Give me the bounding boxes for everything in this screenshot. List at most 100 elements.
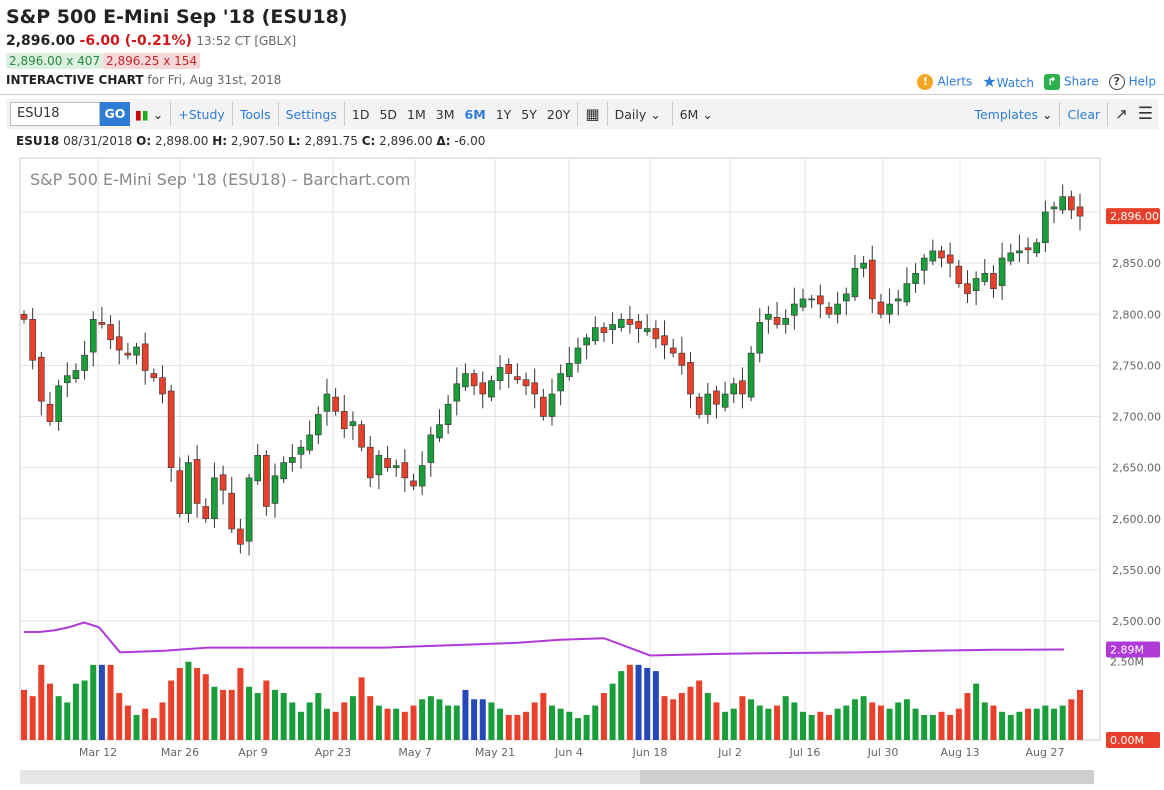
candle-body bbox=[314, 414, 322, 436]
candle-body bbox=[946, 254, 954, 264]
expand-icon[interactable]: ↗ bbox=[1115, 105, 1128, 123]
ohlc-date: 08/31/2018 bbox=[63, 134, 133, 148]
price-chart[interactable]: 2,500.00 2,550.00 2,600.00 2,650.00 2,700.00… bbox=[0, 150, 1164, 770]
study-button[interactable]: +Study bbox=[178, 106, 225, 122]
candle-body bbox=[964, 283, 971, 295]
range-5d[interactable]: 5D bbox=[379, 106, 398, 122]
candle-body bbox=[600, 327, 608, 333]
candle-body bbox=[1024, 247, 1032, 251]
candle-body bbox=[591, 327, 599, 342]
interval-select[interactable]: Daily ⌄ bbox=[614, 106, 661, 122]
volume-bar bbox=[566, 711, 573, 740]
volume-bar bbox=[306, 702, 313, 740]
axis-price-tag: 2,896.00 bbox=[1110, 210, 1159, 223]
candle-body bbox=[366, 446, 374, 479]
candle-body bbox=[193, 459, 201, 504]
candle-body bbox=[46, 403, 54, 422]
candle-body bbox=[972, 278, 980, 292]
candle-body bbox=[920, 257, 928, 271]
period-select[interactable]: 6M ⌄ bbox=[679, 106, 713, 122]
help-link[interactable]: ? Help bbox=[1108, 73, 1156, 90]
candle-body bbox=[799, 298, 807, 308]
chart-scrollbar[interactable] bbox=[20, 770, 1094, 784]
candle-body bbox=[566, 363, 573, 377]
candle-body bbox=[228, 492, 236, 530]
candle-body bbox=[886, 303, 893, 315]
candle-body bbox=[583, 337, 590, 346]
volume-bar bbox=[211, 686, 218, 740]
range-1m[interactable]: 1M bbox=[407, 106, 426, 122]
alerts-link[interactable]: ! Alerts bbox=[917, 73, 972, 90]
candle-body bbox=[669, 347, 677, 354]
price-change: -6.00 (-0.21%) bbox=[79, 33, 192, 49]
candle-body bbox=[661, 335, 668, 346]
tools-button[interactable]: Tools bbox=[239, 106, 271, 122]
go-button[interactable]: GO bbox=[100, 102, 130, 126]
templates-button[interactable]: Templates ⌄ bbox=[974, 106, 1053, 122]
candle-body bbox=[488, 380, 495, 398]
symbol-input[interactable]: ESU18 bbox=[10, 102, 100, 126]
volume-average-line bbox=[24, 621, 1065, 657]
candle-body bbox=[306, 434, 313, 451]
x-tick-label: Jul 16 bbox=[789, 746, 821, 759]
range-1d[interactable]: 1D bbox=[351, 106, 370, 122]
volume-bar bbox=[280, 693, 287, 740]
alert-icon: ! bbox=[917, 73, 934, 90]
y-tick-label: 2,650.00 bbox=[1112, 462, 1161, 475]
candle-body bbox=[55, 385, 62, 422]
scrollbar-thumb[interactable] bbox=[640, 770, 1094, 784]
volume-bar bbox=[246, 686, 253, 740]
calendar-icon[interactable]: ▦ bbox=[585, 105, 600, 123]
candle-body bbox=[340, 411, 348, 430]
candle-body bbox=[652, 328, 660, 340]
candle-body bbox=[263, 455, 270, 507]
volume-bar bbox=[471, 699, 478, 740]
range-20y[interactable]: 20Y bbox=[546, 106, 571, 122]
watch-label: Watch bbox=[996, 76, 1034, 90]
volume-bar bbox=[1025, 708, 1032, 740]
last-price: 2,896.00 bbox=[6, 33, 76, 49]
candle-body bbox=[626, 319, 634, 325]
volume-bar bbox=[912, 708, 919, 740]
watch-link[interactable]: ★Watch bbox=[982, 72, 1034, 91]
volume-bar bbox=[877, 705, 884, 740]
volume-bar bbox=[21, 689, 27, 740]
candle-body bbox=[98, 322, 106, 325]
open-label: O: bbox=[136, 134, 152, 148]
volume-bar bbox=[540, 693, 547, 740]
candle-body bbox=[713, 390, 720, 405]
settings-button[interactable]: Settings bbox=[285, 106, 337, 122]
y-tick-label: 2,850.00 bbox=[1112, 257, 1161, 270]
volume-bar bbox=[349, 696, 356, 740]
range-5y[interactable]: 5Y bbox=[521, 106, 537, 122]
candle-body bbox=[548, 393, 556, 417]
range-1y[interactable]: 1Y bbox=[495, 106, 512, 122]
candle-body bbox=[1016, 250, 1023, 254]
low-label: L: bbox=[288, 134, 301, 148]
volume-bar bbox=[228, 689, 235, 740]
candle-body bbox=[791, 303, 798, 316]
volume-bar bbox=[860, 696, 867, 740]
menu-icon[interactable]: ☰ bbox=[1137, 104, 1153, 124]
clear-button[interactable]: Clear bbox=[1067, 106, 1101, 122]
volume-bar bbox=[272, 689, 279, 740]
chart-type-button[interactable]: ▮▮ ⌄ bbox=[135, 106, 164, 122]
candle-body bbox=[141, 343, 149, 371]
share-icon: ↱ bbox=[1044, 73, 1060, 90]
share-link[interactable]: ↱ Share bbox=[1044, 73, 1099, 90]
interval-value: Daily bbox=[614, 106, 647, 122]
volume-bar bbox=[29, 696, 36, 740]
open-value: 2,898.00 bbox=[154, 134, 209, 148]
candle-body bbox=[107, 324, 114, 341]
range-buttons: 1D 5D 1M 3M 6M 1Y 5Y 20Y bbox=[347, 107, 576, 122]
candle-body bbox=[185, 462, 192, 514]
close-label: C: bbox=[361, 134, 376, 148]
x-tick-label: May 21 bbox=[475, 746, 515, 759]
range-6m[interactable]: 6M bbox=[464, 106, 486, 122]
volume-bar bbox=[739, 696, 746, 740]
candle-body bbox=[912, 273, 919, 284]
volume-bar bbox=[297, 711, 304, 740]
candle-body bbox=[773, 317, 781, 325]
range-3m[interactable]: 3M bbox=[435, 106, 455, 122]
chart-watermark-title: S&P 500 E-Mini Sep '18 (ESU18) - Barchar… bbox=[30, 170, 411, 189]
